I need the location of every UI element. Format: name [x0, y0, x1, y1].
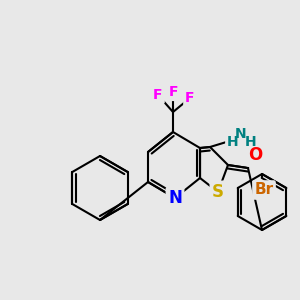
Text: N: N [235, 127, 247, 141]
Text: O: O [248, 146, 262, 164]
Text: F: F [185, 91, 195, 105]
Text: Br: Br [254, 182, 274, 197]
Text: N: N [168, 189, 182, 207]
Text: S: S [212, 183, 224, 201]
Text: H: H [227, 135, 239, 149]
Text: F: F [168, 85, 178, 99]
Text: F: F [153, 88, 163, 102]
Text: H: H [245, 135, 257, 149]
